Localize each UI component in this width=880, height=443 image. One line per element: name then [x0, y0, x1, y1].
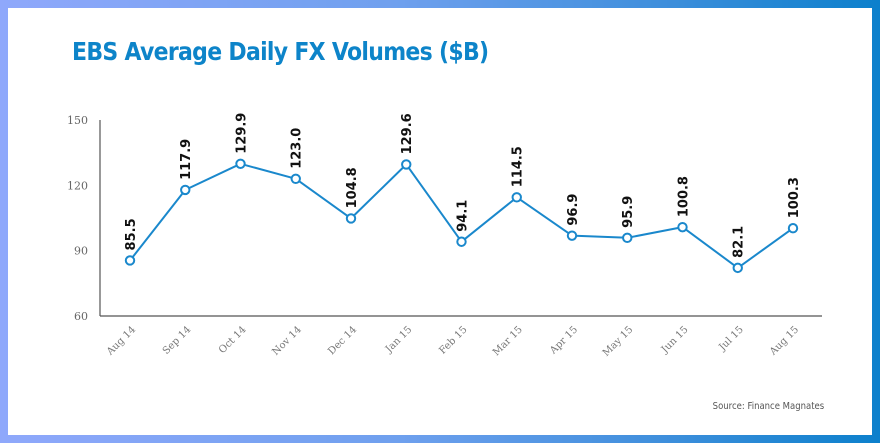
data-point — [345, 213, 357, 224]
data-point — [180, 184, 191, 196]
data-point — [566, 230, 578, 241]
data-labels: 85.5 117.9 129.9 123.0 104.8 129.6 94.1 114.5 96… — [124, 113, 802, 258]
x-tick-label: Sep 14 — [161, 324, 194, 357]
source-note: Source: Finance Magnates — [712, 401, 824, 412]
data-label: 100.8 — [677, 176, 692, 217]
y-axis-ticks: 60 90 120 150 — [67, 114, 88, 323]
x-tick-label: Aug 14 — [104, 324, 138, 358]
x-tick-label: Apr 15 — [547, 324, 580, 357]
data-point — [511, 192, 522, 203]
data-label: 85.5 — [124, 218, 139, 250]
y-tick-label: 150 — [67, 114, 88, 127]
x-tick-label: Aug 15 — [767, 324, 801, 358]
chart-title: EBS Average Daily FX Volumes ($B) — [72, 37, 489, 66]
data-label: 95.9 — [621, 196, 636, 228]
data-label: 117.9 — [179, 139, 194, 180]
y-tick-label: 120 — [67, 179, 88, 192]
data-label: 123.0 — [290, 128, 305, 169]
y-tick-label: 60 — [74, 310, 88, 323]
data-point — [124, 255, 136, 266]
data-markers — [124, 158, 799, 274]
data-point — [622, 232, 633, 244]
data-label: 114.5 — [511, 146, 526, 187]
data-point — [456, 236, 467, 247]
axes — [99, 120, 822, 317]
x-tick-label: Nov 14 — [270, 324, 303, 357]
x-tick-label: Jan 15 — [383, 324, 414, 355]
x-tick-label: Feb 15 — [437, 324, 469, 356]
data-label: 96.9 — [566, 194, 581, 226]
x-tick-label: Mar 15 — [491, 324, 525, 358]
x-tick-label: Jul 15 — [716, 324, 745, 353]
data-label: 94.1 — [456, 200, 471, 232]
x-tick-label: Oct 14 — [217, 324, 249, 356]
x-axis-ticks: Aug 14 Sep 14 Oct 14 Nov 14 Dec 14 Jan 15 Feb … — [104, 324, 801, 358]
chart-card — [8, 8, 872, 435]
x-tick-label: Jun 15 — [659, 324, 691, 356]
data-point — [787, 223, 799, 234]
data-point — [235, 158, 246, 169]
data-label: 82.1 — [732, 226, 747, 258]
data-point — [290, 173, 301, 185]
y-tick-label: 90 — [74, 245, 88, 258]
x-tick-label: May 15 — [601, 324, 635, 358]
data-point — [677, 221, 688, 233]
data-point — [732, 262, 743, 274]
data-label: 129.9 — [235, 113, 250, 154]
data-point — [401, 159, 412, 170]
data-label: 129.6 — [400, 113, 415, 154]
data-label: 104.8 — [345, 167, 360, 208]
data-label: 100.3 — [787, 177, 802, 218]
x-tick-label: Dec 14 — [326, 324, 359, 357]
